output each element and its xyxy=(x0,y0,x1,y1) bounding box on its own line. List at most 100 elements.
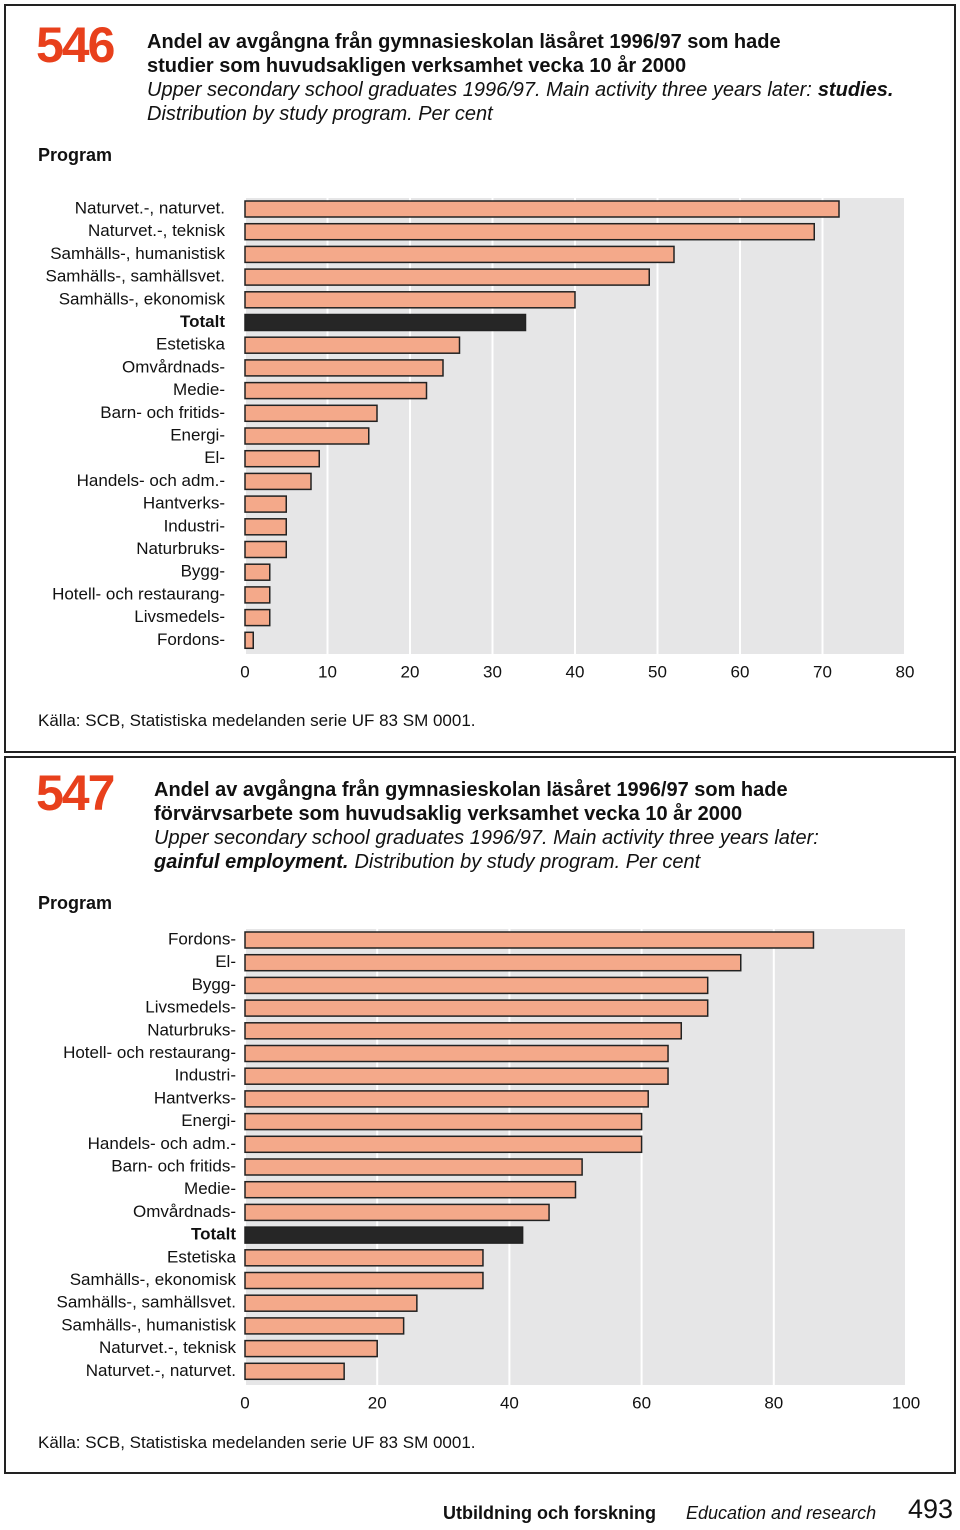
bar xyxy=(244,1090,649,1108)
y-tick-label: Samhälls-, samhällsvet. xyxy=(45,267,225,286)
bar xyxy=(244,472,312,491)
bar xyxy=(244,1271,484,1290)
bar xyxy=(244,1022,683,1040)
x-tick-label: 0 xyxy=(240,1393,249,1412)
y-tick-label: Samhälls-, samhällsvet. xyxy=(56,1293,236,1312)
subtitle-text: Distribution by study program. Per cent xyxy=(354,851,701,873)
y-tick-label: Medie- xyxy=(184,1179,236,1198)
x-tick-label: 30 xyxy=(483,662,502,681)
y-tick-label: Naturvet.-, naturvet. xyxy=(75,198,225,217)
y-tick-label: Naturvet.-, teknisk xyxy=(99,1338,236,1357)
footer-section-en: Education and research xyxy=(686,1503,876,1523)
chart-title: Andel av avgångna från gymnasieskolan lä… xyxy=(147,30,781,53)
bar xyxy=(244,245,675,264)
y-tick-label: Naturbruks- xyxy=(147,1020,236,1039)
bar xyxy=(244,291,576,309)
y-tick-label: Samhälls-, humanistisk xyxy=(61,1315,236,1334)
y-tick-label: Naturbruks- xyxy=(136,539,225,558)
bar xyxy=(244,1067,669,1085)
chart-number: 547 xyxy=(36,765,114,821)
x-tick-label: 40 xyxy=(566,662,585,681)
source-note: Källa: SCB, Statistiska medelanden serie… xyxy=(38,1433,476,1452)
x-tick-label: 50 xyxy=(648,662,667,681)
bar xyxy=(244,953,742,972)
y-tick-label: Naturvet.-, naturvet. xyxy=(86,1361,236,1380)
subtitle-emphasis: studies. xyxy=(818,79,894,101)
bar xyxy=(244,563,271,581)
y-tick-label: Energi- xyxy=(181,1111,236,1130)
y-tick-label: Bygg- xyxy=(192,975,236,994)
bar xyxy=(244,1112,643,1131)
y-tick-label: Fordons- xyxy=(157,630,225,649)
bar xyxy=(244,976,709,995)
bar xyxy=(244,1339,378,1358)
y-tick-label: Estetiska xyxy=(156,335,226,354)
y-tick-label: Handels- och adm.- xyxy=(88,1134,236,1153)
bar xyxy=(244,427,370,445)
footer-section: Utbildning och forskning xyxy=(443,1503,656,1523)
bar xyxy=(244,1226,524,1244)
bar xyxy=(244,518,287,536)
bar xyxy=(244,359,444,377)
subtitle-text: Distribution by study program. Per cent xyxy=(147,103,494,125)
bar xyxy=(244,1203,550,1222)
bar xyxy=(244,931,815,949)
y-tick-label: Handels- och adm.- xyxy=(77,471,225,490)
bar xyxy=(244,608,271,627)
y-tick-label: Hotell- och restaurang- xyxy=(52,584,225,603)
y-tick-label: Hantverks- xyxy=(143,494,225,513)
y-tick-label: Samhälls-, ekonomisk xyxy=(59,289,226,308)
chart-title: studier som huvudsakligen verksamhet vec… xyxy=(147,54,686,77)
y-tick-label: Fordons- xyxy=(168,929,236,948)
bar xyxy=(244,999,709,1017)
bar xyxy=(244,404,378,423)
bar xyxy=(244,381,428,400)
x-tick-label: 80 xyxy=(764,1393,783,1412)
page-number: 493 xyxy=(908,1494,953,1524)
bar xyxy=(244,1135,643,1154)
chart-subtitle: Upper secondary school graduates 1996/97… xyxy=(147,79,893,101)
bar xyxy=(244,449,320,468)
y-tick-label: Naturvet.-, teknisk xyxy=(88,221,225,240)
x-tick-label: 70 xyxy=(813,662,832,681)
y-tick-label: Livsmedels- xyxy=(145,998,236,1017)
x-tick-label: 40 xyxy=(500,1393,519,1412)
bar xyxy=(244,200,840,218)
x-tick-label: 100 xyxy=(892,1393,920,1412)
y-tick-label: Livsmedels- xyxy=(134,607,225,626)
y-tick-label: Omvårdnads- xyxy=(133,1202,236,1221)
bar xyxy=(244,1180,577,1199)
chart-subtitle: Upper secondary school graduates 1996/97… xyxy=(154,827,819,849)
bar xyxy=(244,540,287,559)
bar xyxy=(244,222,815,241)
y-tick-label: Bygg- xyxy=(181,562,225,581)
bar xyxy=(244,336,461,354)
x-tick-label: 20 xyxy=(401,662,420,681)
bar xyxy=(244,1362,345,1381)
y-tick-label: Samhälls-, ekonomisk xyxy=(70,1270,237,1289)
bar xyxy=(244,1044,669,1063)
chart-title: Andel av avgångna från gymnasieskolan lä… xyxy=(154,778,788,801)
y-tick-label: Barn- och fritids- xyxy=(100,403,225,422)
y-tick-label: Hotell- och restaurang- xyxy=(63,1043,236,1062)
chart-number: 546 xyxy=(36,17,114,73)
x-tick-label: 10 xyxy=(318,662,337,681)
bar xyxy=(244,1294,418,1312)
y-tick-label: Totalt xyxy=(191,1225,236,1244)
y-tick-label: Energi- xyxy=(170,425,225,444)
bar xyxy=(244,1317,405,1335)
y-tick-label: Totalt xyxy=(180,312,225,331)
chart-subtitle: gainful employment. Distribution by study… xyxy=(153,851,702,873)
source-note: Källa: SCB, Statistiska medelanden serie… xyxy=(38,711,476,730)
chart-title: förvärvsarbete som huvudsaklig verksamhe… xyxy=(154,802,742,825)
y-tick-label: Industri- xyxy=(175,1066,236,1085)
bar xyxy=(244,1249,484,1267)
y-tick-label: Estetiska xyxy=(167,1247,237,1266)
bar xyxy=(244,268,650,286)
bar xyxy=(244,1158,583,1176)
y-tick-label: Hantverks- xyxy=(154,1088,236,1107)
chart-subtitle: Distribution by study program. Per cent xyxy=(147,103,494,125)
panel-frame xyxy=(4,756,956,1474)
y-tick-label: Samhälls-, humanistisk xyxy=(50,244,225,263)
